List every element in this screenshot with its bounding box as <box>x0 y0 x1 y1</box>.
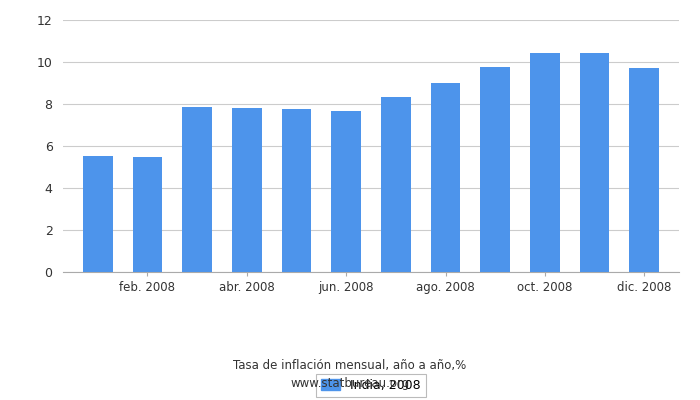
Bar <box>530 52 560 272</box>
Text: Tasa de inflación mensual, año a año,%: Tasa de inflación mensual, año a año,% <box>233 360 467 372</box>
Bar <box>232 108 262 272</box>
Legend: India, 2008: India, 2008 <box>316 374 426 397</box>
Bar <box>480 67 510 272</box>
Bar <box>430 82 461 272</box>
Text: www.statbureau.org: www.statbureau.org <box>290 378 410 390</box>
Bar <box>629 68 659 272</box>
Bar <box>281 109 312 272</box>
Bar <box>331 110 361 272</box>
Bar <box>132 157 162 272</box>
Bar <box>381 97 411 272</box>
Bar <box>580 52 610 272</box>
Bar <box>83 156 113 272</box>
Bar <box>182 107 212 272</box>
